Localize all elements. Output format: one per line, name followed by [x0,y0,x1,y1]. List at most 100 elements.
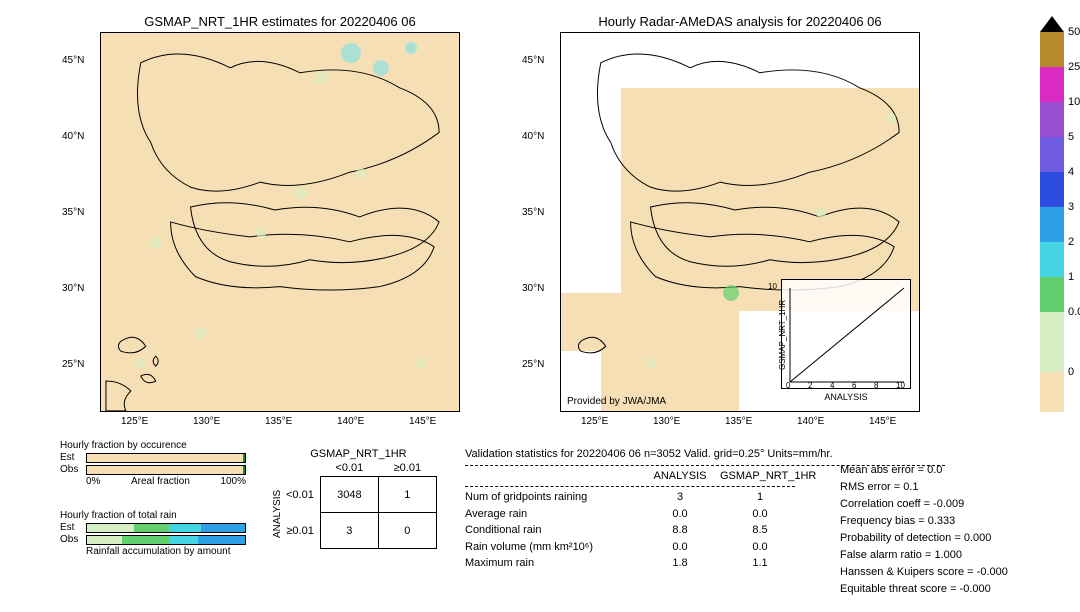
right-map-ytick: 30°N [522,283,544,294]
scatter-xtick: 4 [830,381,834,390]
colorbar-seg [1040,372,1064,412]
right-map-title: Hourly Radar-AMeDAS analysis for 2022040… [560,14,920,29]
colorbar-seg [1040,172,1064,207]
left-map-ytick: 35°N [62,207,84,218]
validation-row-a: 3 [640,489,720,506]
contingency-row0: <0.01 [280,477,320,513]
validation-h0: ANALYSIS [640,468,720,485]
hbar1-label: Est [60,452,86,463]
colorbar-tick: 2 [1068,236,1074,248]
right-stat-line: RMS error = 0.1 [840,479,1008,496]
colorbar-tick: 0 [1068,366,1074,378]
right-map-ytick: 40°N [522,131,544,142]
right-map-xtick: 135°E [725,416,752,427]
left-map-xtick: 125°E [121,416,148,427]
hbar2-seg [201,524,245,532]
hbar2-track [86,535,246,545]
scatter-xtick: 0 [786,381,790,390]
validation-row-b: 8.5 [720,522,800,539]
hbar2-track [86,523,246,533]
contingency-col0: <0.01 [320,460,378,477]
validation-row-b: 0.0 [720,539,800,556]
hbar1-cap [243,466,245,474]
right-map-xtick: 140°E [797,416,824,427]
left-map-ytick: 40°N [62,131,84,142]
colorbar-tick: 3 [1068,201,1074,213]
hbar1-axis-right: 100% [220,476,246,487]
scatter-diagonal-icon [782,280,912,390]
right-stat-line: Correlation coeff = -0.009 [840,496,1008,513]
validation-row-label: Rain volume (mm km²10⁶) [465,539,640,556]
validation-row-a: 0.0 [640,506,720,523]
right-map-xtick: 145°E [869,416,896,427]
colorbar-tick: 25 [1068,61,1080,73]
scatter-xtick: 10 [896,381,905,390]
validation-row-label: Conditional rain [465,522,640,539]
contingency-c11: 0 [378,513,436,549]
colorbar-tick: 1 [1068,271,1074,283]
right-stat-line: Equitable threat score = -0.000 [840,581,1008,598]
scatter-xtick: 6 [852,381,856,390]
hbar1-track [86,465,246,475]
right-stat-line: Mean abs error = 0.0 [840,462,1008,479]
hbar2-label: Est [60,522,86,533]
colorbar-seg [1040,67,1064,102]
validation-row-a: 0.0 [640,539,720,556]
rain-spot [816,208,826,218]
left-map-xtick: 145°E [409,416,436,427]
rain-spot [295,187,307,199]
scatter-xtick: 8 [874,381,878,390]
colorbar-tick: 10 [1068,96,1080,108]
hbar2-title: Hourly fraction of total rain [60,510,260,521]
colorbar-seg [1040,312,1064,372]
contingency-c10: 3 [320,513,378,549]
hbar1-axis-left: 0% [86,476,100,487]
right-map-ytick: 45°N [522,55,544,66]
scatter-inset: ANALYSIS GSMAP_NRT_1HR 0246810 10 [781,279,911,389]
colorbar-arrow-icon [1040,16,1064,32]
hbar2-seg [87,524,134,532]
scatter-xtick: 2 [808,381,812,390]
hbar1-label: Obs [60,464,86,475]
left-map-ytick: 45°N [62,55,84,66]
validation-row-b: 1 [720,489,800,506]
scatter-ylabel: GSMAP_NRT_1HR [778,300,787,370]
rain-spot [256,228,266,238]
left-map-xtick: 130°E [193,416,220,427]
right-stat-line: Frequency bias = 0.333 [840,513,1008,530]
rain-spot [136,358,146,368]
hbar1-fill [87,454,243,462]
left-map-xtick: 140°E [337,416,364,427]
contingency-c00: 3048 [320,477,378,513]
left-map [100,32,460,412]
validation-row-a: 1.8 [640,555,720,572]
hbar1-row: Est [60,452,260,463]
colorbar-tick: 4 [1068,166,1074,178]
contingency-col1: ≥0.01 [378,460,436,477]
hbar1-row: Obs [60,464,260,475]
hbar1-title: Hourly fraction by occurence [60,440,260,451]
hbar2-seg [169,524,201,532]
hbar2-seg [169,536,197,544]
rain-spot [315,72,327,84]
right-map-xtick: 125°E [581,416,608,427]
scatter-ytick-top: 10 [768,282,777,291]
hbar1-fill [87,466,243,474]
hbar2-seg [87,536,122,544]
hbar-totalrain: Hourly fraction of total rain EstObs Rai… [60,510,260,557]
left-map-coastline [101,33,459,411]
colorbar-seg [1040,242,1064,277]
left-map-ytick: 30°N [62,283,84,294]
map-credit: Provided by JWA/JMA [567,396,666,407]
validation-title: Validation statistics for 20220406 06 n=… [465,446,945,463]
hbar2-seg [122,536,169,544]
left-map-ytick: 25°N [62,359,84,370]
hbar1-track [86,453,246,463]
rain-spot [646,358,656,368]
validation-row-label: Average rain [465,506,640,523]
contingency-table: GSMAP_NRT_1HR <0.01 ≥0.01 <0.01 3048 1 ≥… [280,448,437,549]
left-map-xtick: 135°E [265,416,292,427]
hbar-occurrence: Hourly fraction by occurence EstObs 0% A… [60,440,260,487]
left-map-title: GSMAP_NRT_1HR estimates for 20220406 06 [100,14,460,29]
right-stats: Mean abs error = 0.0RMS error = 0.1Corre… [840,462,1008,598]
